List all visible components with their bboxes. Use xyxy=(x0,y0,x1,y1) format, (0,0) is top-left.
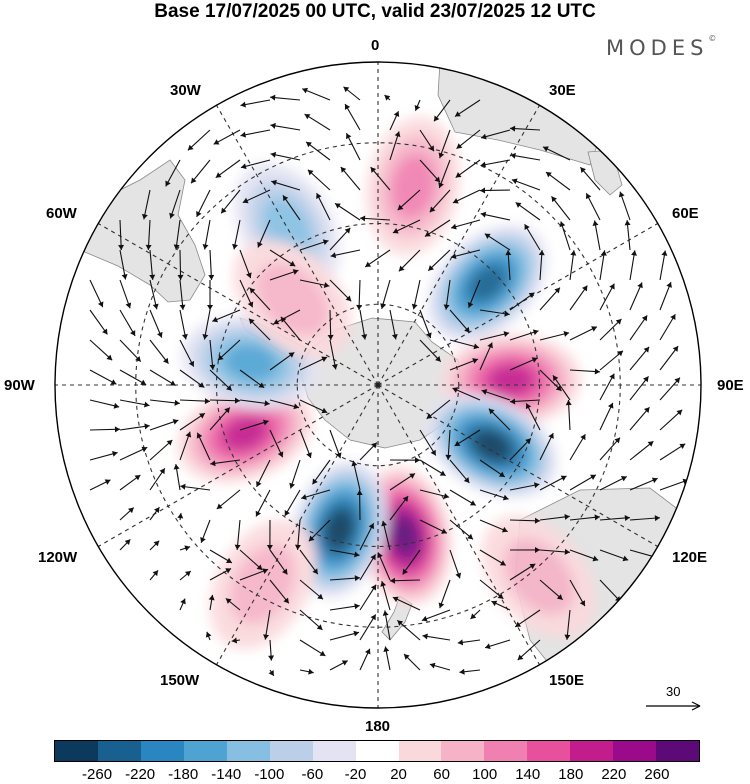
colorbar-swatch xyxy=(570,741,613,761)
lon-label-150e: 150E xyxy=(549,672,584,690)
colorbar-swatch xyxy=(399,741,442,761)
colorbar-tick-label: 60 xyxy=(433,766,450,783)
reference-vector-arrow xyxy=(646,702,700,710)
colorbar-swatch xyxy=(441,741,484,761)
colorbar-swatch xyxy=(527,741,570,761)
colorbar-tick-label: 220 xyxy=(601,766,626,783)
colorbar-tick-label: 260 xyxy=(644,766,669,783)
lon-label-0: 0 xyxy=(371,37,379,55)
colorbar-swatch xyxy=(184,741,227,761)
colorbar-swatch xyxy=(98,741,141,761)
colorbar-swatch xyxy=(227,741,270,761)
colorbar-tick-label: -220 xyxy=(125,766,155,783)
colorbar-tick-label: -100 xyxy=(254,766,284,783)
lon-label-120e: 120E xyxy=(672,549,707,567)
colorbar xyxy=(54,740,700,762)
lon-label-60e: 60E xyxy=(672,205,699,223)
colorbar-ticks: -260 -220 -180 -140 -100 -60 -20 20 60 100 140 180 2… xyxy=(54,766,700,784)
colorbar-tick-label: -180 xyxy=(168,766,198,783)
colorbar-tick-label: -20 xyxy=(345,766,367,783)
lon-label-180: 180 xyxy=(365,718,390,736)
reference-vector-label: 30 xyxy=(666,684,680,699)
colorbar-tick-label: 20 xyxy=(390,766,407,783)
colorbar-tick-label: 100 xyxy=(472,766,497,783)
lon-label-30e: 30E xyxy=(549,82,576,100)
lon-label-150w: 150W xyxy=(160,672,199,690)
lon-label-30w: 30W xyxy=(170,82,201,100)
colorbar-tick-label: -60 xyxy=(302,766,324,783)
colorbar-swatch xyxy=(613,741,656,761)
lon-label-90w: 90W xyxy=(4,377,35,395)
colorbar-swatch xyxy=(55,741,98,761)
colorbar-swatch xyxy=(313,741,356,761)
south-pole-marker xyxy=(376,383,381,388)
colorbar-tick-label: 180 xyxy=(558,766,583,783)
colorbar-swatch xyxy=(141,741,184,761)
colorbar-swatch xyxy=(656,741,699,761)
colorbar-swatch xyxy=(270,741,313,761)
colorbar-swatch xyxy=(356,741,399,761)
lon-label-120w: 120W xyxy=(38,549,77,567)
lon-label-60w: 60W xyxy=(46,205,77,223)
colorbar-tick-label: -140 xyxy=(211,766,241,783)
colorbar-swatch xyxy=(484,741,527,761)
lon-label-90e: 90E xyxy=(717,377,744,395)
colorbar-tick-label: -260 xyxy=(82,766,112,783)
colorbar-tick-label: 140 xyxy=(515,766,540,783)
